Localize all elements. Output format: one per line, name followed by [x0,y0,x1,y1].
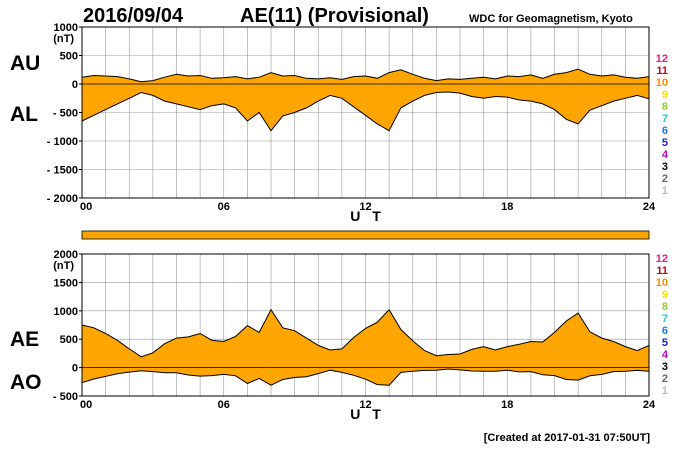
plot-frame [81,253,650,397]
y-tick-label: - 2000 [47,193,78,205]
legend-item: 2 [662,173,668,185]
created-timestamp: [Created at 2017-01-31 07:50UT] [484,432,651,444]
chart-date: 2016/09/04 [83,5,184,27]
legend-item: 10 [656,77,668,89]
legend-item: 12 [656,53,668,65]
y-tick-label: 0 [72,363,78,375]
area-band-ae-ao [82,309,649,386]
y-unit-label: (nT) [53,33,74,45]
ae-ao-panel: 2000 1500 1000 500 0 - 500 (nT) 00 06 12 18 24 U T AE… [10,249,656,422]
x-tick-label: 12 [359,201,371,213]
side-label-au: AU [10,52,40,75]
legend-item: 10 [656,277,668,289]
legend-item: 11 [656,65,668,77]
x-tick-label: 12 [359,399,371,411]
side-label-al: AL [10,103,38,126]
legend-item: 3 [662,361,668,373]
legend-item: 5 [662,137,668,149]
y-tick-label: - 1000 [47,136,78,148]
legend-item: 11 [656,265,668,277]
legend-item: 4 [662,149,669,161]
side-label-ae: AE [10,328,39,351]
y-tick-label: - 500 [53,108,78,120]
x-tick-label: 24 [643,399,656,411]
x-tick-label: 06 [218,399,230,411]
legend-item: 1 [662,385,668,397]
x-tick-label: 24 [643,201,656,213]
x-tick-label: 00 [80,399,92,411]
legend-item: 4 [662,349,669,361]
chart-title: AE(11) (Provisional) [240,5,429,27]
series-line-au [81,68,650,83]
x-axis-title: U T [350,208,385,224]
series-line-al [81,91,650,132]
legend-item: 12 [656,253,668,265]
series-line-ao [81,368,650,386]
series-line-ae [81,308,650,358]
x-tick-label: 18 [501,201,513,213]
organization-label: WDC for Geomagnetism, Kyoto [469,13,633,25]
y-unit-label: (nT) [53,260,74,272]
legend-item: 8 [662,101,668,113]
legend-item: 6 [662,125,668,137]
legend-item: 5 [662,337,668,349]
y-tick-label: 0 [72,79,78,91]
legend-item: 1 [662,185,668,197]
legend-item: 7 [662,313,668,325]
legend-item: 7 [662,113,668,125]
x-tick-label: 00 [80,201,92,213]
coverage-bar [81,230,650,240]
legend-item: 8 [662,301,668,313]
legend-item: 9 [662,289,668,301]
x-tick-label: 18 [501,399,513,411]
y-tick-label: 1500 [54,277,78,289]
legend-item: 3 [662,161,668,173]
legend-item: 6 [662,325,668,337]
y-tick-label: - 500 [53,391,78,403]
y-tick-label: 500 [60,51,78,63]
y-tick-label: 1000 [54,306,78,318]
x-axis-title: U T [350,406,385,422]
x-tick-label: 06 [218,201,230,213]
side-label-ao: AO [10,371,42,394]
y-tick-label: 1000 [54,22,78,34]
y-tick-label: 500 [60,334,78,346]
legend-item: 9 [662,89,668,101]
area-band-au-al [82,69,649,131]
y-tick-label: - 1500 [47,165,78,177]
legend-item: 2 [662,373,668,385]
au-al-panel: 1000 500 0 - 500 - 1000 - 1500 - 2000 (nT) 00 06 1… [10,22,656,224]
y-tick-label: 2000 [54,249,78,261]
